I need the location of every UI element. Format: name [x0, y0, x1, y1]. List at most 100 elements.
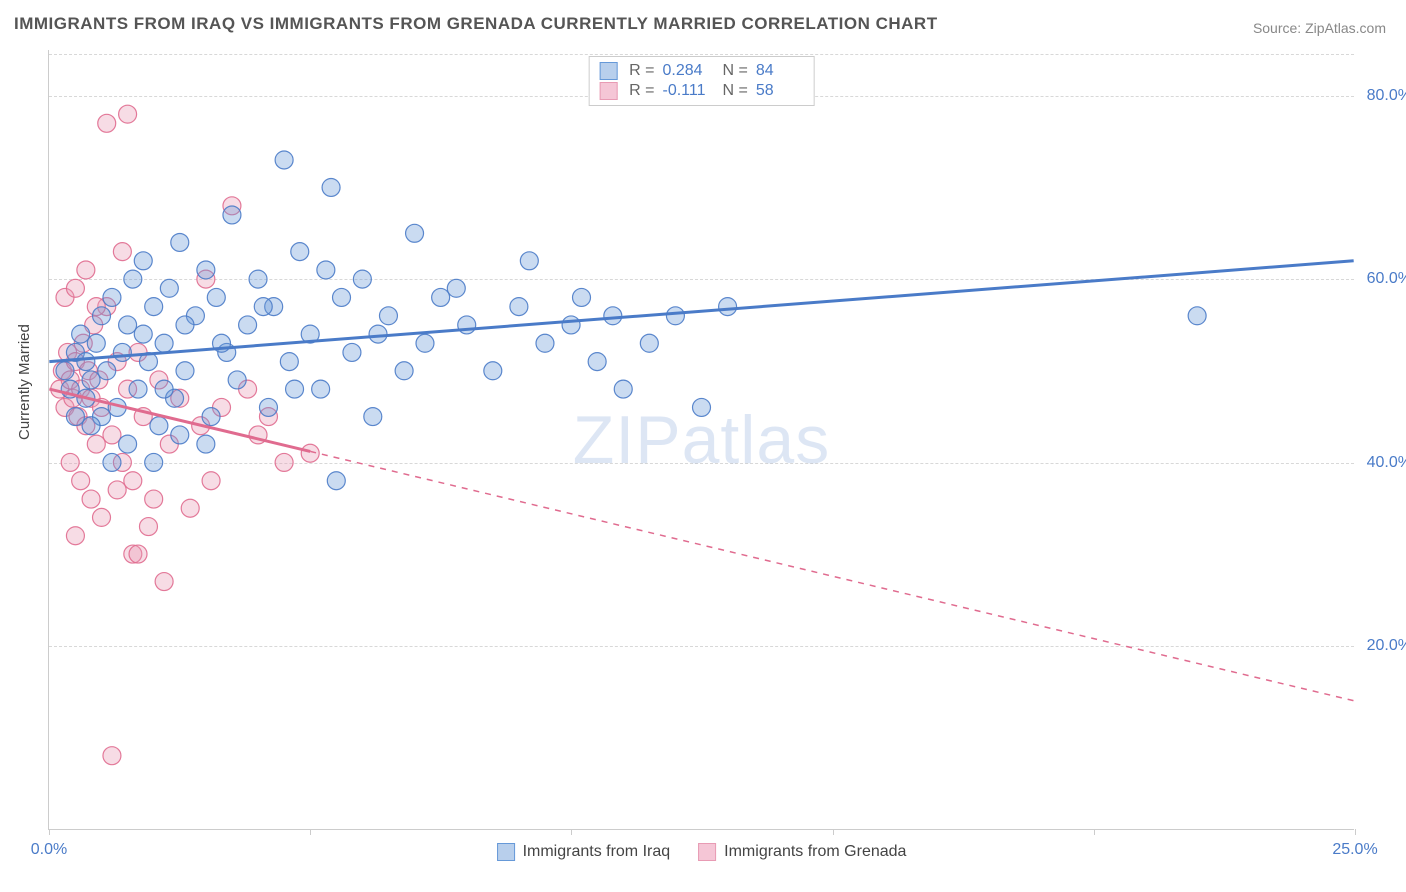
data-point — [254, 298, 272, 316]
data-point — [134, 325, 152, 343]
data-point — [124, 472, 142, 490]
data-point — [406, 224, 424, 242]
data-point — [369, 325, 387, 343]
data-point — [171, 233, 189, 251]
data-point — [562, 316, 580, 334]
stats-legend-box: R = 0.284 N = 84 R = -0.111 N = 58 — [588, 56, 815, 106]
legend-item-grenada: Immigrants from Grenada — [698, 843, 906, 861]
xtick-mark — [833, 829, 834, 835]
chart-title: IMMIGRANTS FROM IRAQ VS IMMIGRANTS FROM … — [14, 14, 938, 34]
data-point — [693, 398, 711, 416]
data-point — [145, 298, 163, 316]
data-point — [61, 453, 79, 471]
data-point — [275, 453, 293, 471]
data-point — [573, 288, 591, 306]
legend-label-grenada: Immigrants from Grenada — [724, 843, 906, 861]
data-point — [108, 481, 126, 499]
data-point — [82, 371, 100, 389]
stat-r-value-iraq: 0.284 — [663, 62, 711, 80]
data-point — [103, 453, 121, 471]
data-point — [72, 325, 90, 343]
data-point — [139, 518, 157, 536]
data-point — [160, 279, 178, 297]
data-point — [666, 307, 684, 325]
stat-n-label: N = — [723, 62, 748, 80]
data-point — [119, 435, 137, 453]
data-point — [87, 435, 105, 453]
data-point — [447, 279, 465, 297]
data-point — [484, 362, 502, 380]
data-point — [640, 334, 658, 352]
data-point — [134, 252, 152, 270]
data-point — [520, 252, 538, 270]
data-point — [155, 334, 173, 352]
data-point — [103, 747, 121, 765]
xtick-label: 25.0% — [1332, 841, 1377, 859]
source-prefix: Source: — [1253, 20, 1305, 36]
data-point — [604, 307, 622, 325]
data-point — [322, 178, 340, 196]
data-point — [155, 573, 173, 591]
plot-area: ZIPatlas R = 0.284 N = 84 R = -0.111 N =… — [48, 50, 1354, 830]
data-point — [171, 426, 189, 444]
data-point — [77, 261, 95, 279]
data-point — [275, 151, 293, 169]
stat-r-value-grenada: -0.111 — [663, 82, 711, 100]
data-point — [286, 380, 304, 398]
data-point — [93, 307, 111, 325]
data-point — [379, 307, 397, 325]
xtick-label: 0.0% — [31, 841, 67, 859]
legend-swatch-grenada — [698, 843, 716, 861]
data-point — [197, 435, 215, 453]
chart-svg — [49, 50, 1354, 829]
stat-r-label: R = — [629, 82, 654, 100]
data-point — [343, 343, 361, 361]
data-point — [197, 261, 215, 279]
data-point — [259, 398, 277, 416]
swatch-grenada — [599, 82, 617, 100]
data-point — [291, 243, 309, 261]
xtick-mark — [1355, 829, 1356, 835]
swatch-iraq — [599, 62, 617, 80]
legend-label-iraq: Immigrants from Iraq — [523, 843, 671, 861]
data-point — [98, 362, 116, 380]
data-point — [150, 417, 168, 435]
data-point — [510, 298, 528, 316]
data-point — [228, 371, 246, 389]
data-point — [353, 270, 371, 288]
data-point — [113, 343, 131, 361]
data-point — [66, 279, 84, 297]
data-point — [77, 353, 95, 371]
xtick-mark — [310, 829, 311, 835]
data-point — [56, 362, 74, 380]
data-point — [327, 472, 345, 490]
data-point — [66, 408, 84, 426]
data-point — [82, 490, 100, 508]
ytick-label: 40.0% — [1362, 454, 1406, 472]
data-point — [202, 408, 220, 426]
data-point — [103, 288, 121, 306]
xtick-mark — [49, 829, 50, 835]
data-point — [103, 426, 121, 444]
data-point — [98, 114, 116, 132]
data-point — [333, 288, 351, 306]
data-point — [317, 261, 335, 279]
data-point — [72, 472, 90, 490]
data-point — [202, 472, 220, 490]
data-point — [312, 380, 330, 398]
data-point — [432, 288, 450, 306]
legend-item-iraq: Immigrants from Iraq — [497, 843, 671, 861]
data-point — [364, 408, 382, 426]
data-point — [119, 105, 137, 123]
xtick-mark — [571, 829, 572, 835]
data-point — [145, 490, 163, 508]
source-attribution: Source: ZipAtlas.com — [1253, 20, 1386, 36]
data-point — [395, 362, 413, 380]
data-point — [87, 334, 105, 352]
data-point — [614, 380, 632, 398]
stats-row-iraq: R = 0.284 N = 84 — [599, 61, 804, 81]
data-point — [239, 316, 257, 334]
data-point — [113, 243, 131, 261]
data-point — [124, 270, 142, 288]
data-point — [416, 334, 434, 352]
